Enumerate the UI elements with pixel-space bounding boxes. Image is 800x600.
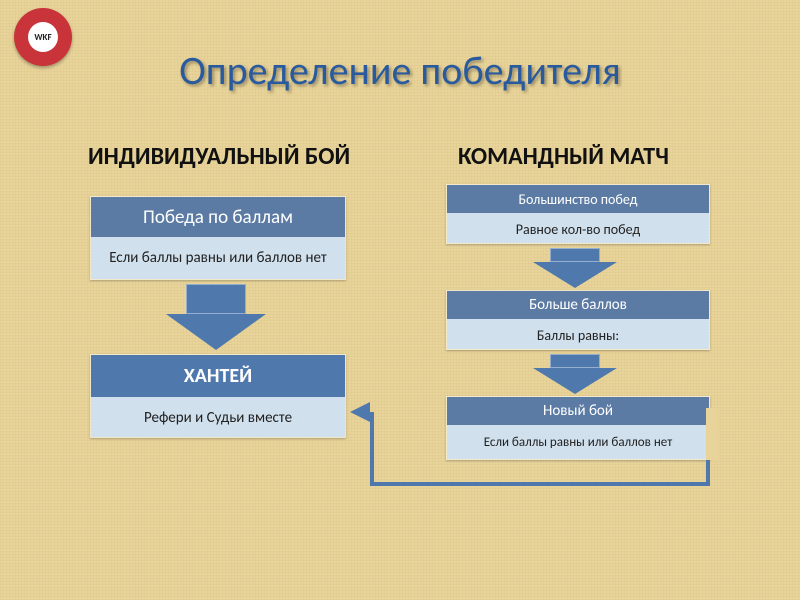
left-box1-head: Победа по баллам <box>91 197 345 237</box>
left-box-points-win: Победа по баллам Если баллы равны или ба… <box>90 196 346 280</box>
left-box2-sub: Рефери и Судьи вместе <box>91 397 345 438</box>
right-box2-head: Больше баллов <box>447 291 709 319</box>
right-box2-sub: Баллы равны: <box>447 319 709 350</box>
right-box-more-points: Больше баллов Баллы равны: <box>446 290 710 350</box>
left-box1-sub: Если баллы равны или баллов нет <box>91 237 345 280</box>
right-box1-head: Большинство побед <box>447 185 709 213</box>
left-column-header: ИНДИВИДУАЛЬНЫЙ БОЙ <box>88 142 350 171</box>
connector-arrow-head <box>350 402 370 422</box>
left-box-hantei: ХАНТЕЙ Рефери и Судьи вместе <box>90 354 346 438</box>
page-title: Определение победителя <box>0 46 800 95</box>
right-box-most-wins: Большинство побед Равное кол-во побед <box>446 184 710 244</box>
right-box1-sub: Равное кол-во побед <box>447 213 709 244</box>
left-box2-head: ХАНТЕЙ <box>91 355 345 397</box>
right-column-header: КОМАНДНЫЙ МАТЧ <box>458 142 669 171</box>
